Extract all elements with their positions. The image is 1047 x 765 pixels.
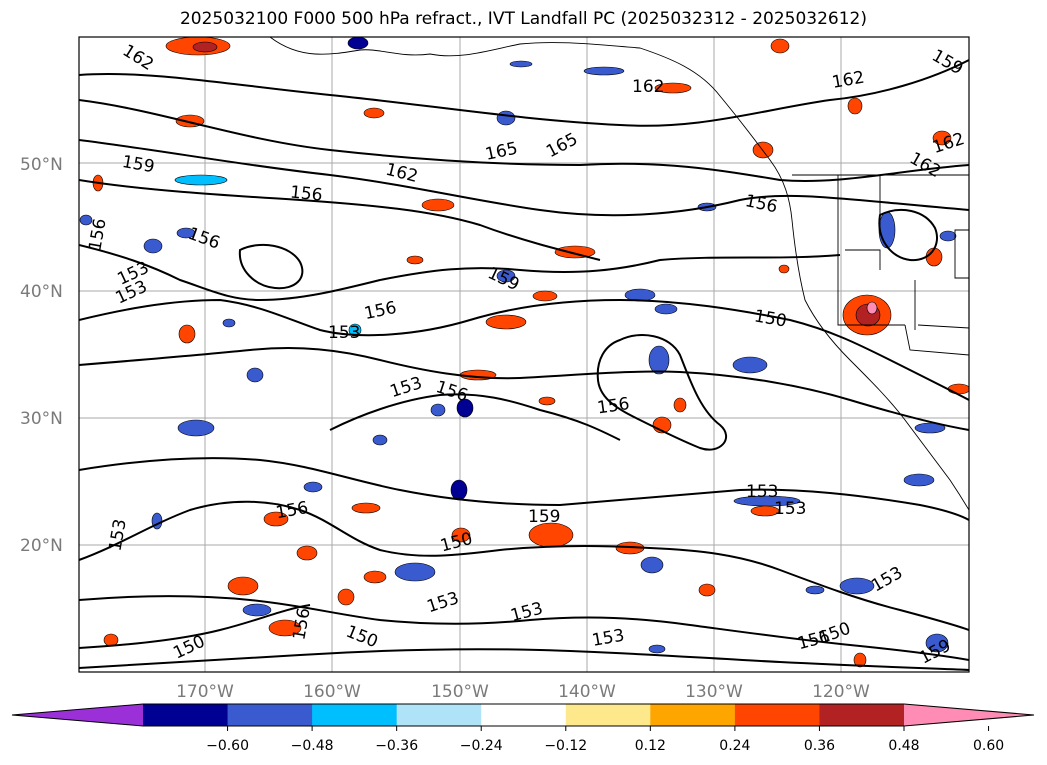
filled-anomalies (79, 37, 969, 668)
colorbar-outline (11, 703, 1035, 727)
colorbar-bin (143, 704, 229, 726)
contour-label: 156 (596, 394, 631, 418)
map-panel (79, 37, 969, 672)
colorbar-bin (734, 704, 820, 726)
colorbar-bin (650, 704, 736, 726)
lon-label: 170°W (176, 682, 234, 702)
colorbar-bin (481, 704, 567, 726)
contour-label: 153 (774, 499, 806, 519)
colorbar-tick-label: 0.24 (719, 738, 750, 754)
colorbar-tick-label: −0.24 (460, 738, 503, 754)
colorbar-tick-label: 0.12 (635, 738, 666, 754)
colorbar-tick-label: −0.12 (544, 738, 587, 754)
colorbar-bin (227, 704, 313, 726)
colorbar-extend-max (904, 704, 1034, 726)
contour-label: 156 (289, 182, 323, 205)
refractivity-contours (79, 59, 969, 671)
contour-label: 159 (528, 507, 560, 527)
lon-label: 150°W (431, 682, 489, 702)
lat-label: 50°N (20, 155, 63, 175)
colorbar-tick-label: 0.36 (804, 738, 835, 754)
colorbar-tick-label: −0.36 (375, 738, 418, 754)
lon-label: 140°W (558, 682, 616, 702)
map-frame (78, 36, 970, 673)
map-title: 2025032100 F000 500 hPa refract., IVT La… (179, 9, 867, 29)
lat-label: 40°N (20, 282, 63, 302)
lon-label: 130°W (685, 682, 743, 702)
colorbar-tick-label: −0.60 (206, 738, 249, 754)
colorbar-extend-min (12, 704, 143, 726)
colorbar-tick-label: 0.60 (973, 738, 1004, 754)
latitude-labels: 50°N 40°N 30°N 20°N (20, 155, 63, 556)
colorbar: −0.60 −0.48 −0.36 −0.24 −0.12 0.12 0.24 0.36 0.4… (11, 703, 1035, 754)
colorbar-tick-label: −0.48 (291, 738, 334, 754)
contour-label: 162 (632, 77, 664, 97)
contour-label: 153 (328, 323, 360, 343)
colorbar-tick-label: 0.48 (888, 738, 919, 754)
colorbar-bin (396, 704, 482, 726)
contour-label: 153 (746, 482, 778, 502)
lon-label: 160°W (303, 682, 361, 702)
colorbar-bin (819, 704, 905, 726)
lat-label: 30°N (20, 409, 63, 429)
colorbar-bin (312, 704, 398, 726)
lon-label: 120°W (812, 682, 870, 702)
lat-label: 20°N (20, 536, 63, 556)
colorbar-bin (565, 704, 651, 726)
longitude-labels: 170°W 160°W 150°W 140°W 130°W 120°W (176, 682, 870, 702)
